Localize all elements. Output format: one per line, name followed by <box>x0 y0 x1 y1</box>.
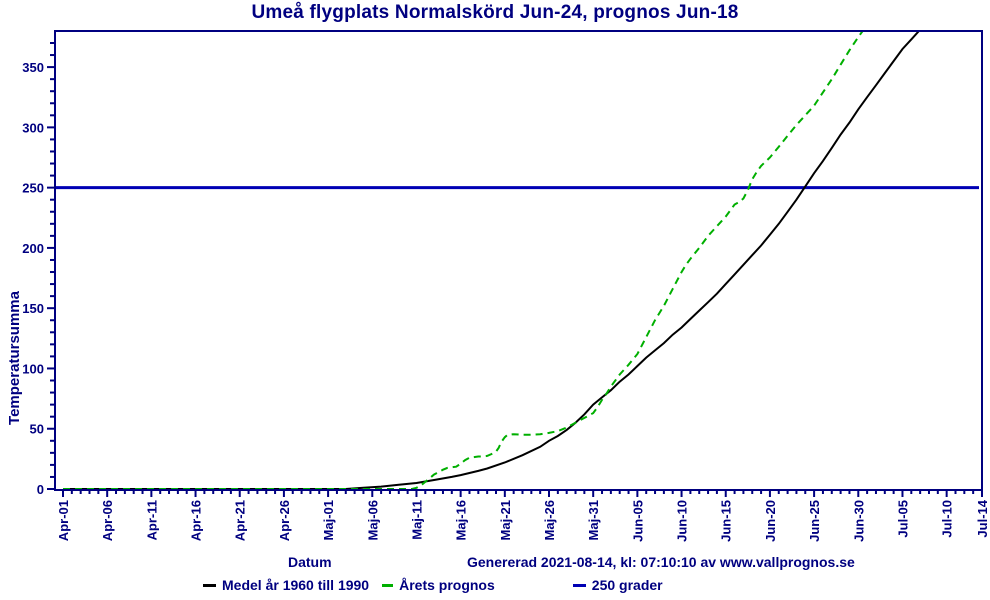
legend-item-forecast: Årets prognos <box>369 577 495 593</box>
x-tick-label: Jun-20 <box>763 500 778 542</box>
x-tick-label: Maj-21 <box>498 500 513 540</box>
x-tick-label: Jul-14 <box>975 499 990 537</box>
x-tick-label: Jun-25 <box>807 500 822 542</box>
legend-item-reference: 250 grader <box>495 577 663 593</box>
x-tick-label: Maj-11 <box>409 500 424 540</box>
x-tick-label: Jun-30 <box>851 500 866 542</box>
x-tick-label: Jun-15 <box>719 500 734 542</box>
x-tick-label: Apr-16 <box>189 500 204 541</box>
y-tick-label: 200 <box>22 241 44 256</box>
mean-line-sample-icon <box>203 583 216 587</box>
axis-ticks <box>47 41 983 497</box>
x-axis-label: Datum <box>288 554 332 570</box>
x-tick-label: Apr-06 <box>100 500 115 541</box>
x-tick-label: Maj-31 <box>586 500 601 540</box>
y-axis-label: Temperatursumma <box>6 291 23 425</box>
legend-item-mean: Medel år 1960 till 1990 <box>203 577 369 593</box>
plot-border <box>54 30 983 491</box>
generated-timestamp: Genererad 2021-08-14, kl: 07:10:10 av ww… <box>467 554 855 570</box>
x-tick-label: Maj-26 <box>542 500 557 540</box>
x-tick-label: Apr-11 <box>144 500 159 540</box>
x-tick-label: Jul-05 <box>895 500 910 538</box>
legend-label-reference: 250 grader <box>591 577 663 593</box>
x-tick-label: Jun-05 <box>630 500 645 542</box>
x-tick-label: Apr-21 <box>233 500 248 541</box>
axis-tick-labels: 0 50 100 150 200 250 300 350 Apr-01 Apr-06 Apr-11 A… <box>22 60 990 542</box>
x-tick-label: Jul-10 <box>940 500 955 538</box>
legend: Medel år 1960 till 1990 Årets prognos 25… <box>203 576 663 594</box>
y-tick-label: 100 <box>22 361 44 376</box>
legend-label-forecast: Årets prognos <box>399 577 495 593</box>
mean-series-line <box>63 32 920 489</box>
y-tick-label: 0 <box>37 482 44 497</box>
x-tick-label: Maj-01 <box>321 500 336 540</box>
chart-title: Umeå flygplats Normalskörd Jun-24, progn… <box>251 2 739 23</box>
reference-line-sample-icon <box>572 583 586 587</box>
x-tick-label: Jun-10 <box>675 500 690 542</box>
x-tick-label: Maj-06 <box>365 500 380 540</box>
x-tick-label: Apr-26 <box>277 500 292 541</box>
forecast-line-sample-icon <box>382 583 394 587</box>
y-tick-label: 350 <box>22 60 44 75</box>
y-tick-label: 50 <box>30 422 44 437</box>
x-tick-label: Apr-01 <box>56 500 71 541</box>
legend-label-mean: Medel år 1960 till 1990 <box>222 577 370 593</box>
y-tick-label: 150 <box>22 301 44 316</box>
forecast-series-line <box>63 32 864 489</box>
y-tick-label: 250 <box>22 181 44 196</box>
y-tick-label: 300 <box>22 120 44 135</box>
x-tick-label: Maj-16 <box>454 500 469 540</box>
